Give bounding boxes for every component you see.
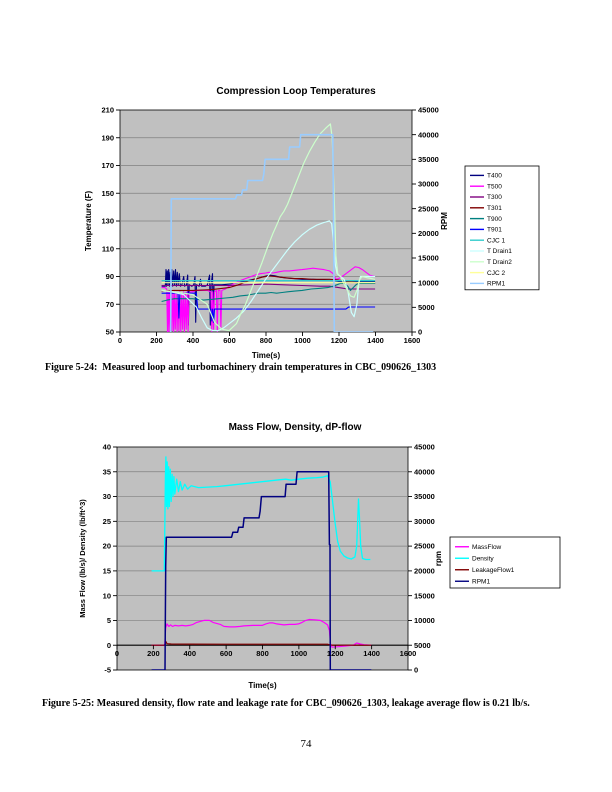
y-tick-label: 170 [101,161,114,170]
y2-tick-label: 0 [414,666,418,675]
massflow-density-chart: -505101520253035400500010000150002000025… [78,422,561,690]
series-t300 [161,283,376,290]
y-tick-label: 10 [103,591,111,600]
y-tick-label: 15 [103,566,111,575]
y-tick-label: 50 [106,328,114,337]
x-tick-label: 600 [223,336,236,345]
chart-title: Compression Loop Temperatures [216,86,376,97]
x-tick-label: 1000 [294,336,311,345]
x-tick-label: 1600 [400,649,417,658]
y-tick-label: 40 [103,443,111,452]
y-tick-label: -5 [104,666,111,675]
y2-axis-title: RPM [440,212,449,230]
figure-5-25-caption: Figure 5-25: Measured density, flow rate… [42,698,530,709]
legend-label: T901 [487,227,502,234]
legend-label: LeakageFlow1 [472,567,515,574]
y2-tick-label: 10000 [414,616,435,625]
y-tick-label: 5 [107,616,111,625]
legend-label: T Drain2 [487,259,512,266]
series-rpm1 [151,471,372,670]
series-t-drain1 [161,220,376,332]
legend-label: T Drain1 [487,248,512,255]
y-tick-label: 35 [103,467,111,476]
y-tick-label: 90 [106,272,114,281]
legend-label: T400 [487,173,502,180]
y-tick-label: 30 [103,492,111,501]
y2-tick-label: 0 [418,328,422,337]
legend-box [449,536,561,589]
y-tick-label: 110 [102,244,114,253]
y2-tick-label: 40000 [418,130,439,139]
y-axis-title: Temperature (F) [84,191,93,252]
x-tick-label: 1200 [331,336,348,345]
y-tick-label: 70 [106,300,114,309]
x-tick-label: 1200 [327,649,344,658]
x-tick-label: 1000 [291,649,308,658]
series-group [161,123,376,332]
y-tick-label: 0 [107,641,111,650]
y2-tick-label: 35000 [418,155,439,164]
y-tick-label: 150 [101,189,114,198]
y2-tick-label: 45000 [414,443,435,452]
y2-tick-label: 20000 [418,229,439,238]
y2-axis-title: rpm [434,551,443,566]
x-axis-title: Time(s) [252,351,281,360]
y2-tick-label: 15000 [414,591,435,600]
y2-tick-label: 20000 [414,566,435,575]
x-tick-label: 1400 [363,649,380,658]
y2-tick-label: 25000 [418,204,439,213]
y2-tick-label: 10000 [418,278,439,287]
legend-label: MassFlow [472,544,502,551]
legend-label: T500 [487,183,502,190]
page-number: 74 [300,738,312,750]
y-tick-label: 190 [101,133,114,142]
x-tick-label: 800 [256,649,269,658]
y-tick-label: 20 [103,542,111,551]
x-tick-label: 0 [118,336,122,345]
y2-tick-label: 5000 [414,641,431,650]
x-tick-label: 800 [260,336,273,345]
x-tick-label: 200 [150,336,163,345]
chart-title: Mass Flow, Density, dP-flow [229,422,362,433]
legend-label: T300 [487,194,502,201]
y2-tick-label: 25000 [414,542,435,551]
y-tick-label: 210 [101,106,114,115]
y-tick-label: 25 [103,517,111,526]
y2-tick-label: 30000 [418,180,439,189]
y-axis-title: Mass Flow (lb/s)/ Density (lb/ft^3) [78,499,87,618]
legend-label: T900 [487,216,502,223]
legend-label: CJC 1 [487,237,505,244]
y2-tick-label: 30000 [414,517,435,526]
series-t901 [161,292,376,323]
x-tick-label: 400 [183,649,196,658]
x-tick-label: 200 [147,649,160,658]
legend-label: CJC 2 [487,270,505,277]
y2-tick-label: 5000 [418,303,435,312]
legend-label: RPM1 [487,281,505,288]
y2-tick-label: 35000 [414,492,435,501]
series-t-drain2 [161,123,376,332]
legend-label: Density [472,555,494,562]
x-tick-label: 1400 [367,336,384,345]
series-rpm1 [169,133,374,332]
y2-tick-label: 45000 [418,106,439,115]
x-tick-label: 1600 [404,336,421,345]
x-tick-label: 600 [220,649,233,658]
temperature-chart: 5070901101301501701902100500010000150002… [84,86,540,360]
series-t900 [161,282,376,303]
x-axis-title: Time(s) [248,681,277,690]
figure-5-24-caption: Figure 5-24: Measured loop and turbomach… [45,362,437,373]
x-tick-label: 400 [187,336,200,345]
y2-tick-label: 15000 [418,254,439,263]
series-group [151,456,372,670]
series-density [151,456,371,572]
legend-label: RPM1 [472,578,490,585]
legend-label: T301 [487,205,502,212]
y2-tick-label: 40000 [414,467,435,476]
x-tick-label: 0 [115,649,119,658]
y-tick-label: 130 [101,217,114,226]
